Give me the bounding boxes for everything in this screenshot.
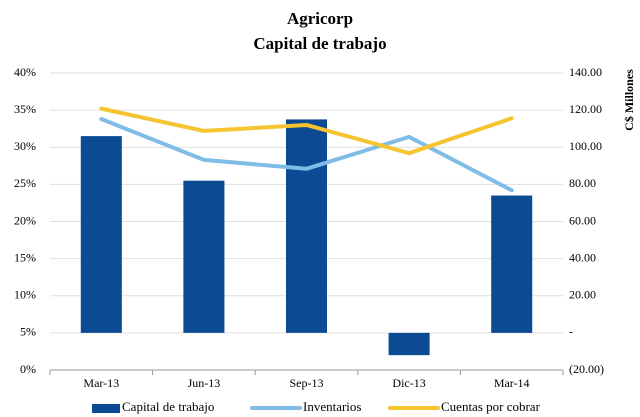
x-tick-label: Jun-13 bbox=[188, 376, 221, 390]
bar bbox=[80, 136, 122, 333]
bar bbox=[183, 180, 225, 333]
y2-axis-label: C$ Millones bbox=[622, 69, 636, 131]
y-tick-label: 0% bbox=[20, 362, 36, 376]
y2-tick-label: 20.00 bbox=[569, 288, 596, 302]
y-tick-label: 40% bbox=[14, 65, 36, 79]
chart-title: Agricorp bbox=[287, 9, 353, 28]
bar bbox=[285, 119, 328, 333]
y2-tick-label: 60.00 bbox=[569, 213, 596, 227]
bar bbox=[388, 332, 430, 356]
x-tick-label: Sep-13 bbox=[290, 376, 324, 390]
y-tick-label: 10% bbox=[14, 288, 36, 302]
y2-tick-label: (20.00) bbox=[569, 362, 604, 376]
bar bbox=[491, 195, 533, 333]
y2-tick-label: 100.00 bbox=[569, 139, 602, 153]
chart-subtitle: Capital de trabajo bbox=[253, 34, 386, 53]
legend-swatch bbox=[92, 404, 120, 413]
y2-tick-label: 80.00 bbox=[569, 176, 596, 190]
legend-label: Inventarios bbox=[303, 399, 361, 414]
y2-tick-label: 140.00 bbox=[569, 65, 602, 79]
legend-label: Cuentas por cobrar bbox=[441, 399, 541, 414]
x-tick-label: Mar-14 bbox=[494, 376, 530, 390]
y-tick-label: 30% bbox=[14, 139, 36, 153]
y-tick-label: 15% bbox=[14, 250, 36, 264]
y-tick-label: 5% bbox=[20, 325, 36, 339]
y2-tick-label: 40.00 bbox=[569, 250, 596, 264]
x-tick-label: Mar-13 bbox=[83, 376, 119, 390]
legend-label: Capital de trabajo bbox=[122, 399, 214, 414]
y2-tick-label: - bbox=[569, 325, 573, 339]
x-tick-label: Dic-13 bbox=[392, 376, 425, 390]
line bbox=[99, 117, 514, 193]
y-tick-label: 20% bbox=[14, 213, 36, 227]
y-tick-label: 25% bbox=[14, 176, 36, 190]
line bbox=[99, 106, 514, 156]
y2-tick-label: 120.00 bbox=[569, 102, 602, 116]
y-tick-label: 35% bbox=[14, 102, 36, 116]
